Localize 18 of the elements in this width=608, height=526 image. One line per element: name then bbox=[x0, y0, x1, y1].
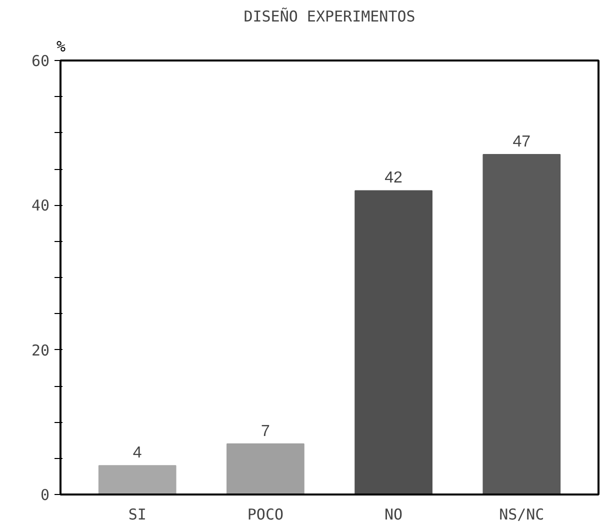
data-label: 7 bbox=[261, 422, 270, 440]
y-tick-label: 60 bbox=[31, 52, 50, 70]
y-axis-title: % bbox=[56, 38, 66, 56]
x-tick-label: NO bbox=[384, 506, 403, 524]
data-label: 42 bbox=[384, 170, 403, 187]
x-tick-label: POCO bbox=[247, 506, 284, 524]
bar bbox=[354, 190, 432, 494]
bar bbox=[226, 443, 304, 494]
bar bbox=[482, 154, 561, 494]
data-label: 4 bbox=[132, 444, 142, 462]
data-label: 47 bbox=[512, 134, 531, 151]
bar bbox=[98, 465, 176, 494]
chart-title: DISEÑO EXPERIMENTOS bbox=[244, 8, 416, 26]
y-tick-label: 0 bbox=[40, 486, 50, 504]
y-tick-label: 40 bbox=[31, 196, 50, 215]
y-tick-label: 20 bbox=[31, 341, 50, 360]
x-tick-label: NS/NC bbox=[499, 506, 544, 524]
x-tick-label: SI bbox=[128, 506, 146, 524]
